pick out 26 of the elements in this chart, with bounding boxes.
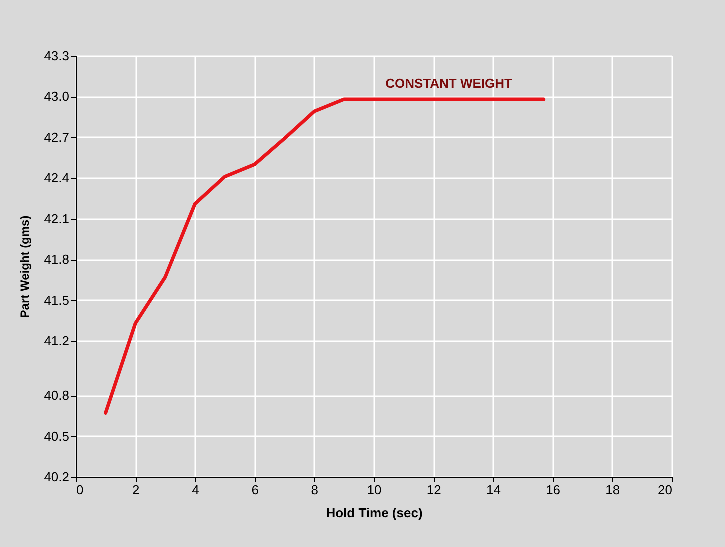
annotation: CONSTANT WEIGHT xyxy=(386,76,512,91)
y-tick-label: 40.5 xyxy=(44,428,70,444)
x-tick-label: 16 xyxy=(546,482,561,498)
x-tick-label: 2 xyxy=(132,482,140,498)
x-tick-label: 4 xyxy=(192,482,200,498)
y-tick-label: 41.5 xyxy=(44,292,70,308)
x-tick-label: 14 xyxy=(486,482,501,498)
y-tick-label: 43.0 xyxy=(44,89,70,104)
x-tick-label: 20 xyxy=(658,482,672,498)
y-tick-label: 42.7 xyxy=(44,130,70,145)
y-tick-label: 40.8 xyxy=(44,388,70,404)
y-tick-label: 42.1 xyxy=(44,211,70,226)
x-tick-label: 18 xyxy=(606,482,620,498)
y-tick-label: 40.2 xyxy=(44,470,70,484)
y-axis-title: Part Weight (gms) xyxy=(18,216,32,318)
y-tick-label: 41.8 xyxy=(44,252,70,268)
y-tick-label: 42.4 xyxy=(44,170,70,186)
x-tick-label: 6 xyxy=(252,482,259,498)
x-tick-label: 10 xyxy=(367,482,382,498)
x-tick-label: 8 xyxy=(311,482,319,498)
x-axis-title: Hold Time (sec) xyxy=(326,506,423,520)
line-series xyxy=(104,98,546,415)
y-tick-label: 43.3 xyxy=(44,48,70,64)
x-tick-label: 12 xyxy=(426,482,442,498)
x-tick-label: 0 xyxy=(76,482,84,498)
y-tick-label: 41.2 xyxy=(44,334,70,349)
